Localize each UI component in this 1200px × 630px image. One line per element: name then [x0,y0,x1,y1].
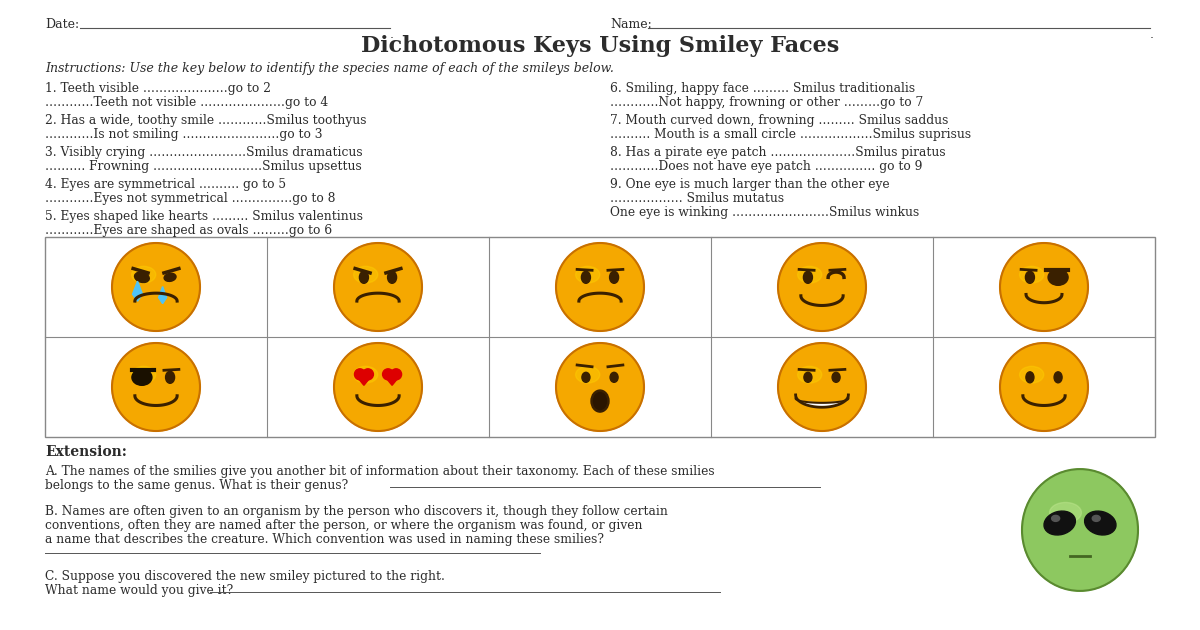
Text: …………Eyes not symmetrical ……………go to 8: …………Eyes not symmetrical ……………go to 8 [46,192,336,205]
Ellipse shape [610,272,618,284]
Ellipse shape [832,372,840,382]
Circle shape [778,343,866,431]
Ellipse shape [166,371,174,383]
Ellipse shape [388,272,396,284]
Ellipse shape [576,366,600,383]
Circle shape [556,343,644,431]
Text: .: . [390,28,394,41]
Ellipse shape [1020,266,1044,283]
Circle shape [383,369,394,380]
Text: …………Not happy, frowning or other ………go to 7: …………Not happy, frowning or other ………go t… [610,96,923,109]
Circle shape [1000,243,1088,331]
Circle shape [112,343,200,431]
Ellipse shape [1085,511,1116,535]
Circle shape [390,369,402,380]
Text: .: . [1150,28,1154,41]
Text: 6. Smiling, happy face ……… Smilus traditionalis: 6. Smiling, happy face ……… Smilus tradit… [610,82,916,95]
Ellipse shape [1054,372,1062,383]
Text: Instructions: Use the key below to identify the species name of each of the smil: Instructions: Use the key below to ident… [46,62,614,75]
Text: …………Eyes are shaped as ovals ………go to 6: …………Eyes are shaped as ovals ………go to 6 [46,224,332,237]
Ellipse shape [132,369,152,386]
Ellipse shape [1050,503,1081,523]
Text: 3. Visibly crying ……………………Smilus dramaticus: 3. Visibly crying ……………………Smilus dramati… [46,146,362,159]
Text: One eye is winking ……………………Smilus winkus: One eye is winking ……………………Smilus winkus [610,206,919,219]
Polygon shape [796,395,848,407]
Text: 8. Has a pirate eye patch …………………Smilus piratus: 8. Has a pirate eye patch …………………Smilus … [610,146,946,159]
Ellipse shape [1051,515,1060,522]
Circle shape [778,243,866,331]
Text: ………. Mouth is a small circle ………………Smilus suprisus: ………. Mouth is a small circle ………………Smilu… [610,128,971,141]
Ellipse shape [1022,469,1138,591]
Text: conventions, often they are named after the person, or where the organism was fo: conventions, often they are named after … [46,519,642,532]
Circle shape [334,343,422,431]
Ellipse shape [798,366,822,383]
Polygon shape [355,374,373,386]
Text: …………Is not smiling ……………………go to 3: …………Is not smiling ……………………go to 3 [46,128,323,141]
Text: ………. Frowning ………………………Smilus upsettus: ………. Frowning ………………………Smilus upsettus [46,160,361,173]
Text: 9. One eye is much larger than the other eye: 9. One eye is much larger than the other… [610,178,889,191]
Ellipse shape [804,372,812,382]
Ellipse shape [354,266,378,283]
Ellipse shape [594,392,606,410]
Text: 5. Eyes shaped like hearts ……… Smilus valentinus: 5. Eyes shaped like hearts ……… Smilus va… [46,210,364,223]
Ellipse shape [1044,511,1075,535]
Text: Dichotomous Keys Using Smiley Faces: Dichotomous Keys Using Smiley Faces [361,35,839,57]
Ellipse shape [1020,366,1044,383]
Text: Date:: Date: [46,18,79,31]
Ellipse shape [132,266,156,283]
Ellipse shape [132,366,156,383]
Polygon shape [383,374,401,386]
Text: B. Names are often given to an organism by the person who discovers it, though t: B. Names are often given to an organism … [46,505,668,518]
Circle shape [556,243,644,331]
Text: A. The names of the smilies give you another bit of information about their taxo: A. The names of the smilies give you ano… [46,465,715,478]
Text: 7. Mouth curved down, frowning ……… Smilus saddus: 7. Mouth curved down, frowning ……… Smilu… [610,114,948,127]
Text: Extension:: Extension: [46,445,127,459]
Ellipse shape [354,366,378,383]
Ellipse shape [164,273,176,282]
Circle shape [362,369,373,380]
Text: …………Does not have eye patch …………… go to 9: …………Does not have eye patch …………… go to … [610,160,923,173]
Ellipse shape [610,372,618,382]
Text: belongs to the same genus. What is their genus?: belongs to the same genus. What is their… [46,479,348,492]
Ellipse shape [804,272,812,284]
Text: ……………… Smilus mutatus: ……………… Smilus mutatus [610,192,784,205]
Circle shape [112,243,200,331]
Polygon shape [132,281,143,301]
Text: …………Teeth not visible …………………go to 4: …………Teeth not visible …………………go to 4 [46,96,329,109]
Ellipse shape [576,266,600,283]
Ellipse shape [360,272,368,284]
Text: What name would you give it?: What name would you give it? [46,584,233,597]
Text: C. Suppose you discovered the new smiley pictured to the right.: C. Suppose you discovered the new smiley… [46,570,445,583]
Ellipse shape [1092,515,1100,522]
Circle shape [354,369,366,380]
Ellipse shape [134,272,149,282]
Text: 4. Eyes are symmetrical ………. go to 5: 4. Eyes are symmetrical ………. go to 5 [46,178,286,191]
Ellipse shape [1026,272,1034,284]
Circle shape [1000,343,1088,431]
Ellipse shape [582,272,590,284]
Ellipse shape [582,372,590,382]
Text: Name:: Name: [610,18,652,31]
Text: 2. Has a wide, toothy smile …………Smilus toothyus: 2. Has a wide, toothy smile …………Smilus t… [46,114,366,127]
Ellipse shape [1026,372,1034,383]
Text: 1. Teeth visible …………………go to 2: 1. Teeth visible …………………go to 2 [46,82,271,95]
Ellipse shape [592,390,610,412]
Polygon shape [158,287,167,304]
Circle shape [334,243,422,331]
Bar [46,237,1154,437]
Text: a name that describes the creature. Which convention was used in naming these sm: a name that describes the creature. Whic… [46,533,604,546]
Ellipse shape [1048,269,1068,285]
Ellipse shape [798,266,822,283]
